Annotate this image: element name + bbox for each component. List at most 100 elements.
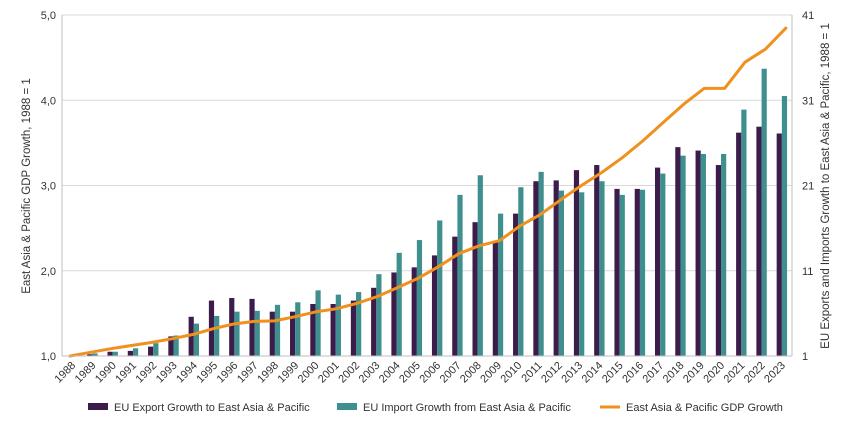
- bar-import-2006: [437, 220, 443, 356]
- bar-export-2004: [391, 272, 397, 356]
- x-tick-label: 1992: [134, 360, 160, 386]
- bar-import-1994: [193, 323, 200, 356]
- gridlines: [62, 14, 792, 272]
- legend-swatch: [88, 403, 108, 410]
- legend-label: East Asia & Pacific GDP Growth: [626, 402, 783, 414]
- x-tick-label: 2012: [539, 360, 565, 386]
- bar-import-1996: [234, 311, 240, 356]
- bar-export-2003: [371, 287, 377, 356]
- x-tick-label: 2016: [620, 360, 646, 386]
- bar-import-2008: [477, 175, 483, 356]
- bar-import-2005: [416, 240, 423, 356]
- bar-import-2018: [680, 155, 686, 356]
- bar-export-1999: [289, 311, 296, 356]
- bar-export-2006: [431, 255, 438, 356]
- bar-import-1999: [295, 302, 301, 356]
- bar-import-1997: [254, 310, 260, 356]
- bar-import-2015: [619, 194, 625, 356]
- left-tick-label: 2,0: [41, 266, 56, 278]
- bar-export-2002: [350, 300, 357, 356]
- legend-label: EU Export Growth to East Asia & Pacific: [114, 402, 310, 414]
- bar-export-2019: [695, 150, 701, 356]
- x-tick-label: 2003: [357, 360, 383, 386]
- x-tick-label: 2004: [377, 360, 403, 386]
- bar-import-2019: [700, 153, 706, 356]
- x-tick-label: 2020: [701, 360, 727, 386]
- x-tick-label: 2009: [478, 360, 504, 386]
- bar-import-1990: [112, 351, 118, 356]
- bar-import-2012: [558, 190, 565, 356]
- x-tick-label: 2000: [296, 360, 322, 386]
- x-tick-label: 1997: [235, 360, 261, 386]
- x-tick-label: 1995: [194, 360, 220, 386]
- x-tick-label: 2008: [458, 360, 484, 386]
- x-tick-label: 2017: [641, 360, 667, 386]
- bar-export-2000: [310, 303, 316, 356]
- bar-export-2016: [634, 188, 640, 356]
- left-tick-label: 1,0: [41, 351, 56, 363]
- x-tick-label: 2023: [762, 360, 788, 386]
- bar-export-2008: [472, 222, 478, 356]
- bar-import-2017: [660, 173, 666, 356]
- right-tick-label: 31: [802, 95, 814, 107]
- right-axis-title: EU Exports and Imports Growth to East As…: [820, 23, 832, 349]
- bar-export-1992: [148, 346, 154, 356]
- left-axis-ticks: 1,0 2,0 3,0 4,0 5,0: [41, 10, 56, 363]
- x-tick-label: 2018: [661, 360, 687, 386]
- x-tick-label: 1989: [73, 360, 99, 386]
- x-tick-label: 2014: [580, 360, 606, 386]
- x-tick-label: 1998: [255, 360, 281, 386]
- bar-import-2022: [761, 68, 767, 357]
- bar-export-2015: [614, 188, 620, 356]
- bar-export-2009: [492, 240, 498, 356]
- bar-import-2013: [579, 192, 585, 356]
- bar-export-1990: [107, 351, 113, 356]
- bar-export-1997: [249, 298, 255, 356]
- x-tick-label: 1999: [276, 360, 302, 386]
- right-tick-label: 1: [802, 351, 808, 363]
- bar-export-1994: [188, 316, 194, 356]
- bar-import-2010: [518, 187, 524, 356]
- bar-import-1989: [92, 353, 98, 356]
- left-tick-label: 5,0: [41, 10, 56, 22]
- x-tick-label: 2005: [397, 360, 423, 386]
- right-tick-label: 21: [802, 181, 814, 193]
- left-axis-title: East Asia & Pacific GDP Growth, 1988 = 1: [21, 78, 33, 294]
- x-tick-label: 2013: [559, 360, 585, 386]
- bar-import-2004: [396, 252, 402, 356]
- bar-export-1991: [127, 350, 133, 356]
- bar-import-2009: [497, 213, 504, 356]
- x-tick-label: 1996: [215, 360, 241, 386]
- bar-import-1993: [173, 335, 179, 356]
- bar-export-2005: [411, 267, 417, 356]
- bar-import-1991: [132, 348, 139, 356]
- bar-import-2003: [376, 274, 382, 356]
- bar-series-group: [87, 68, 788, 357]
- bar-import-2002: [356, 292, 362, 356]
- x-tick-label: 1991: [113, 360, 139, 386]
- x-tick-label: 2007: [438, 360, 464, 386]
- bar-import-1995: [214, 315, 220, 356]
- bar-export-2012: [553, 180, 559, 356]
- bar-export-2020: [715, 165, 722, 356]
- bar-import-2016: [639, 189, 646, 356]
- axes: [61, 15, 793, 357]
- bar-export-2018: [675, 147, 681, 356]
- x-axis-ticks: 1988198919901991199219931994199519961997…: [52, 360, 788, 386]
- bar-export-1998: [269, 311, 275, 356]
- x-tick-label: 2015: [600, 360, 626, 386]
- bar-export-2023: [776, 133, 782, 356]
- bar-export-2021: [736, 132, 742, 356]
- x-tick-label: 1990: [93, 360, 119, 386]
- right-tick-label: 11: [802, 266, 813, 278]
- bar-export-1996: [229, 298, 235, 356]
- x-tick-label: 2022: [742, 360, 768, 386]
- gdp-growth-line: [68, 26, 788, 358]
- bar-export-2011: [533, 181, 539, 356]
- bar-import-2011: [538, 171, 544, 356]
- x-tick-label: 1993: [154, 360, 180, 386]
- right-tick-label: 41: [802, 10, 814, 22]
- bar-export-2007: [452, 236, 458, 356]
- x-tick-label: 2010: [499, 360, 525, 386]
